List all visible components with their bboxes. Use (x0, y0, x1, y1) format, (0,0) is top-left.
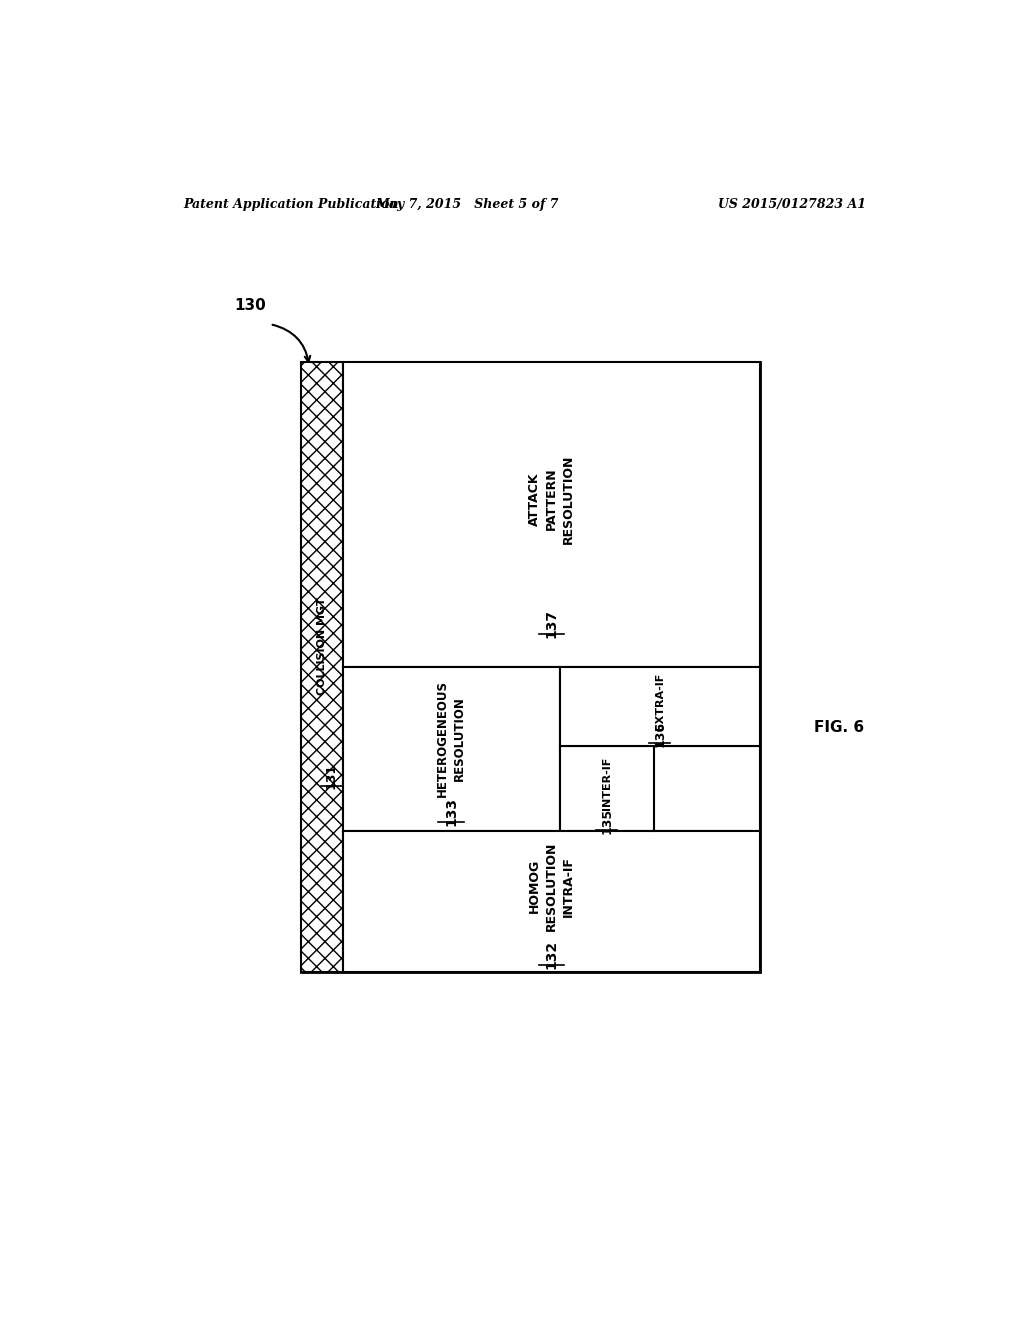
Text: INTER-IF: INTER-IF (601, 756, 611, 810)
Bar (559, 667, 759, 746)
Bar (342, 832, 759, 972)
Text: EXTRA-IF: EXTRA-IF (654, 672, 664, 730)
Bar (302, 362, 759, 972)
Text: 133: 133 (443, 797, 458, 826)
Text: 130: 130 (234, 298, 266, 313)
Text: US 2015/0127823 A1: US 2015/0127823 A1 (716, 198, 865, 211)
Bar (302, 362, 342, 972)
Text: 131: 131 (325, 763, 337, 789)
Text: 135: 135 (599, 808, 612, 834)
Text: HOMOG
RESOLUTION
INTRA-IF: HOMOG RESOLUTION INTRA-IF (527, 841, 574, 931)
Text: COLLISION MGT: COLLISION MGT (317, 598, 327, 696)
Bar (342, 667, 559, 832)
Text: FIG. 6: FIG. 6 (813, 721, 863, 735)
Text: ATTACK
PATTERN
RESOLUTION: ATTACK PATTERN RESOLUTION (527, 454, 574, 544)
Bar (342, 362, 759, 667)
Text: 137: 137 (544, 610, 557, 639)
Text: 132: 132 (544, 940, 557, 969)
Text: 136: 136 (652, 721, 665, 747)
Bar (559, 746, 759, 832)
Text: HETEROGENEOUS
RESOLUTION: HETEROGENEOUS RESOLUTION (435, 680, 466, 797)
Text: Patent Application Publication: Patent Application Publication (182, 198, 398, 211)
Text: May 7, 2015   Sheet 5 of 7: May 7, 2015 Sheet 5 of 7 (375, 198, 558, 211)
